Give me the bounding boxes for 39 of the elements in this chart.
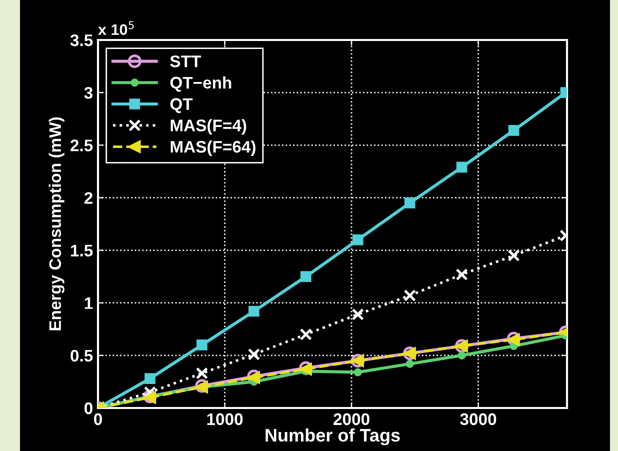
x-tick-label: 0 [94, 413, 102, 426]
y-tick-label: 0 [84, 402, 92, 414]
point [300, 271, 312, 282]
point [508, 249, 520, 262]
y-axis-title: Energy Consumption (mW) [48, 117, 64, 330]
legend-label: MAS(F=4) [170, 119, 246, 135]
point [300, 328, 312, 341]
point [196, 339, 208, 350]
point [404, 289, 416, 302]
legend-label: QT−enh [170, 76, 232, 92]
point [144, 373, 156, 384]
x-axis-title: Number of Tags [266, 428, 400, 446]
x-tick-label: 1000 [207, 413, 243, 426]
y-tick-label: 3.5 [70, 34, 93, 46]
point [456, 162, 468, 173]
point [404, 198, 416, 208]
point [510, 342, 518, 350]
y-tick-label: 0.5 [70, 350, 93, 362]
y-tick-label: 2.5 [70, 140, 93, 152]
point [248, 306, 260, 317]
y-tick-label: 3 [84, 86, 93, 99]
point [456, 268, 468, 281]
x-tick-label: 2000 [334, 413, 370, 426]
legend-label: STT [170, 55, 201, 68]
x-tick-label: 3000 [460, 413, 496, 426]
y-tick-label: 1.5 [71, 244, 93, 256]
point [406, 360, 414, 368]
y-tick-label: 1 [84, 297, 93, 309]
point [248, 348, 260, 360]
legend-label: MAS(F=64) [170, 140, 256, 156]
point [458, 351, 466, 360]
y-tick-label: 2 [84, 192, 92, 204]
point [352, 234, 364, 246]
point [352, 308, 364, 321]
point [508, 125, 520, 136]
text: x 10$^{5}$ [98, 21, 134, 36]
point [354, 368, 362, 376]
legend-label: QT [170, 98, 193, 114]
point [196, 367, 208, 380]
